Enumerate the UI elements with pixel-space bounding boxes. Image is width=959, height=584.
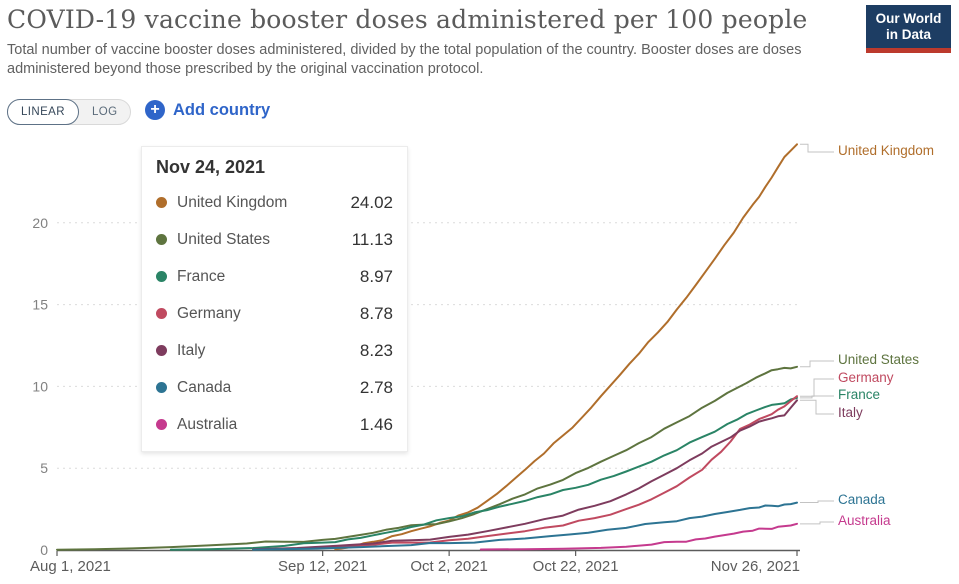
y-axis-tick-label: 15 [32,297,48,313]
log-scale-button[interactable]: LOG [91,106,118,118]
tooltip-country-value: 8.23 [359,340,393,360]
owid-logo-line1: Our World [875,11,942,26]
tooltip-country-name: Canada [177,378,232,396]
plus-circle-icon: + [145,100,165,120]
label-connectors [800,143,834,525]
x-axis-tick-label: Oct 22, 2021 [533,558,619,575]
series-line-united-states[interactable] [56,365,798,551]
tooltip-country-name: United Kingdom [177,193,288,211]
tooltip-country-name: United States [177,230,271,248]
series-color-dot-icon [156,382,167,393]
tooltip-country-name: Germany [177,304,241,322]
x-axis: Aug 1, 2021 Sep 12, 2021 Oct 2, 2021 Oct 22… [30,549,800,575]
series-line-australia[interactable] [479,522,798,551]
tooltip-row: United States 11.13 [156,221,393,258]
tooltip-country-value: 8.78 [359,303,393,323]
series-color-dot-icon [156,419,167,430]
y-axis-tick-label: 10 [32,378,48,394]
series-end-label-germany[interactable]: Germany [838,370,894,385]
series-end-label-italy[interactable]: Italy [838,405,863,420]
y-axis-tick-label: 0 [40,542,48,558]
scale-toggle: LINEAR LOG [7,99,132,125]
linear-scale-button[interactable]: LINEAR [7,99,79,125]
tooltip-row: Germany 8.78 [156,295,393,332]
add-country-label: Add country [173,100,271,119]
tooltip-country-name: France [177,267,226,285]
series-color-dot-icon [156,271,167,282]
series-end-label-australia[interactable]: Australia [838,513,891,528]
series-color-dot-icon [156,345,167,356]
page-title: COVID-19 vaccine booster doses administe… [7,5,808,34]
series-line-canada[interactable] [252,501,798,551]
tooltip-row: Italy 8.23 [156,332,393,369]
tooltip-country-name: Italy [177,341,206,359]
tooltip-date: Nov 24, 2021 [156,157,266,177]
x-axis-tick-label: Sep 12, 2021 [278,558,367,575]
tooltip-row: Canada 2.78 [156,369,393,406]
tooltip-country-value: 2.78 [359,377,393,397]
series-end-label-united-states[interactable]: United States [838,352,920,367]
tooltip-country-name: Australia [177,415,238,433]
tooltip-row: Australia 1.46 [156,406,393,443]
tooltip-row: France 8.97 [156,258,393,295]
tooltip-country-value: 11.13 [351,229,393,249]
series-end-label-canada[interactable]: Canada [838,492,886,507]
series-line-italy[interactable] [252,399,798,551]
hover-tooltip: Nov 24, 2021 United Kingdom 24.02 United S… [141,146,408,452]
tooltip-country-value: 8.97 [359,266,393,286]
x-axis-tick-label: Nov 26, 2021 [711,558,800,575]
series-color-dot-icon [156,234,167,245]
x-axis-tick-label: Oct 2, 2021 [410,558,488,575]
x-axis-tick-label: Aug 1, 2021 [30,558,111,575]
owid-logo[interactable]: Our World in Data [866,5,951,54]
y-axis-tick-label: 5 [40,460,48,476]
tooltip-row: United Kingdom 24.02 [156,184,393,221]
tooltip-rows: United Kingdom 24.02 United States 11.13 Fra… [156,184,393,443]
y-axis-tick-label: 20 [32,215,48,231]
tooltip-country-value: 1.46 [359,414,393,434]
owid-logo-line2: in Data [885,27,931,43]
page-subtitle: Total number of vaccine booster doses ad… [7,42,802,78]
series-color-dot-icon [156,197,167,208]
series-line-united-kingdom[interactable] [334,143,798,551]
add-country-button[interactable]: + Add country [145,100,270,120]
series-end-label-france[interactable]: France [838,387,881,402]
tooltip-country-value: 24.02 [350,192,393,212]
series-end-label-united-kingdom[interactable]: United Kingdom [838,143,935,158]
series-color-dot-icon [156,308,167,319]
series-line-france[interactable] [169,396,798,551]
